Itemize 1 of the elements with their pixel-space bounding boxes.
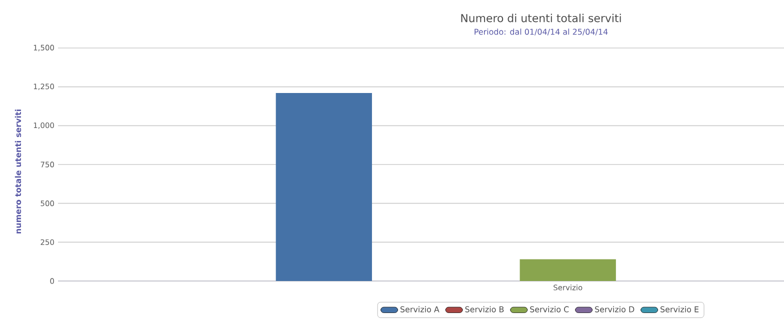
chart-title: Numero di utenti totali serviti — [461, 14, 621, 22]
